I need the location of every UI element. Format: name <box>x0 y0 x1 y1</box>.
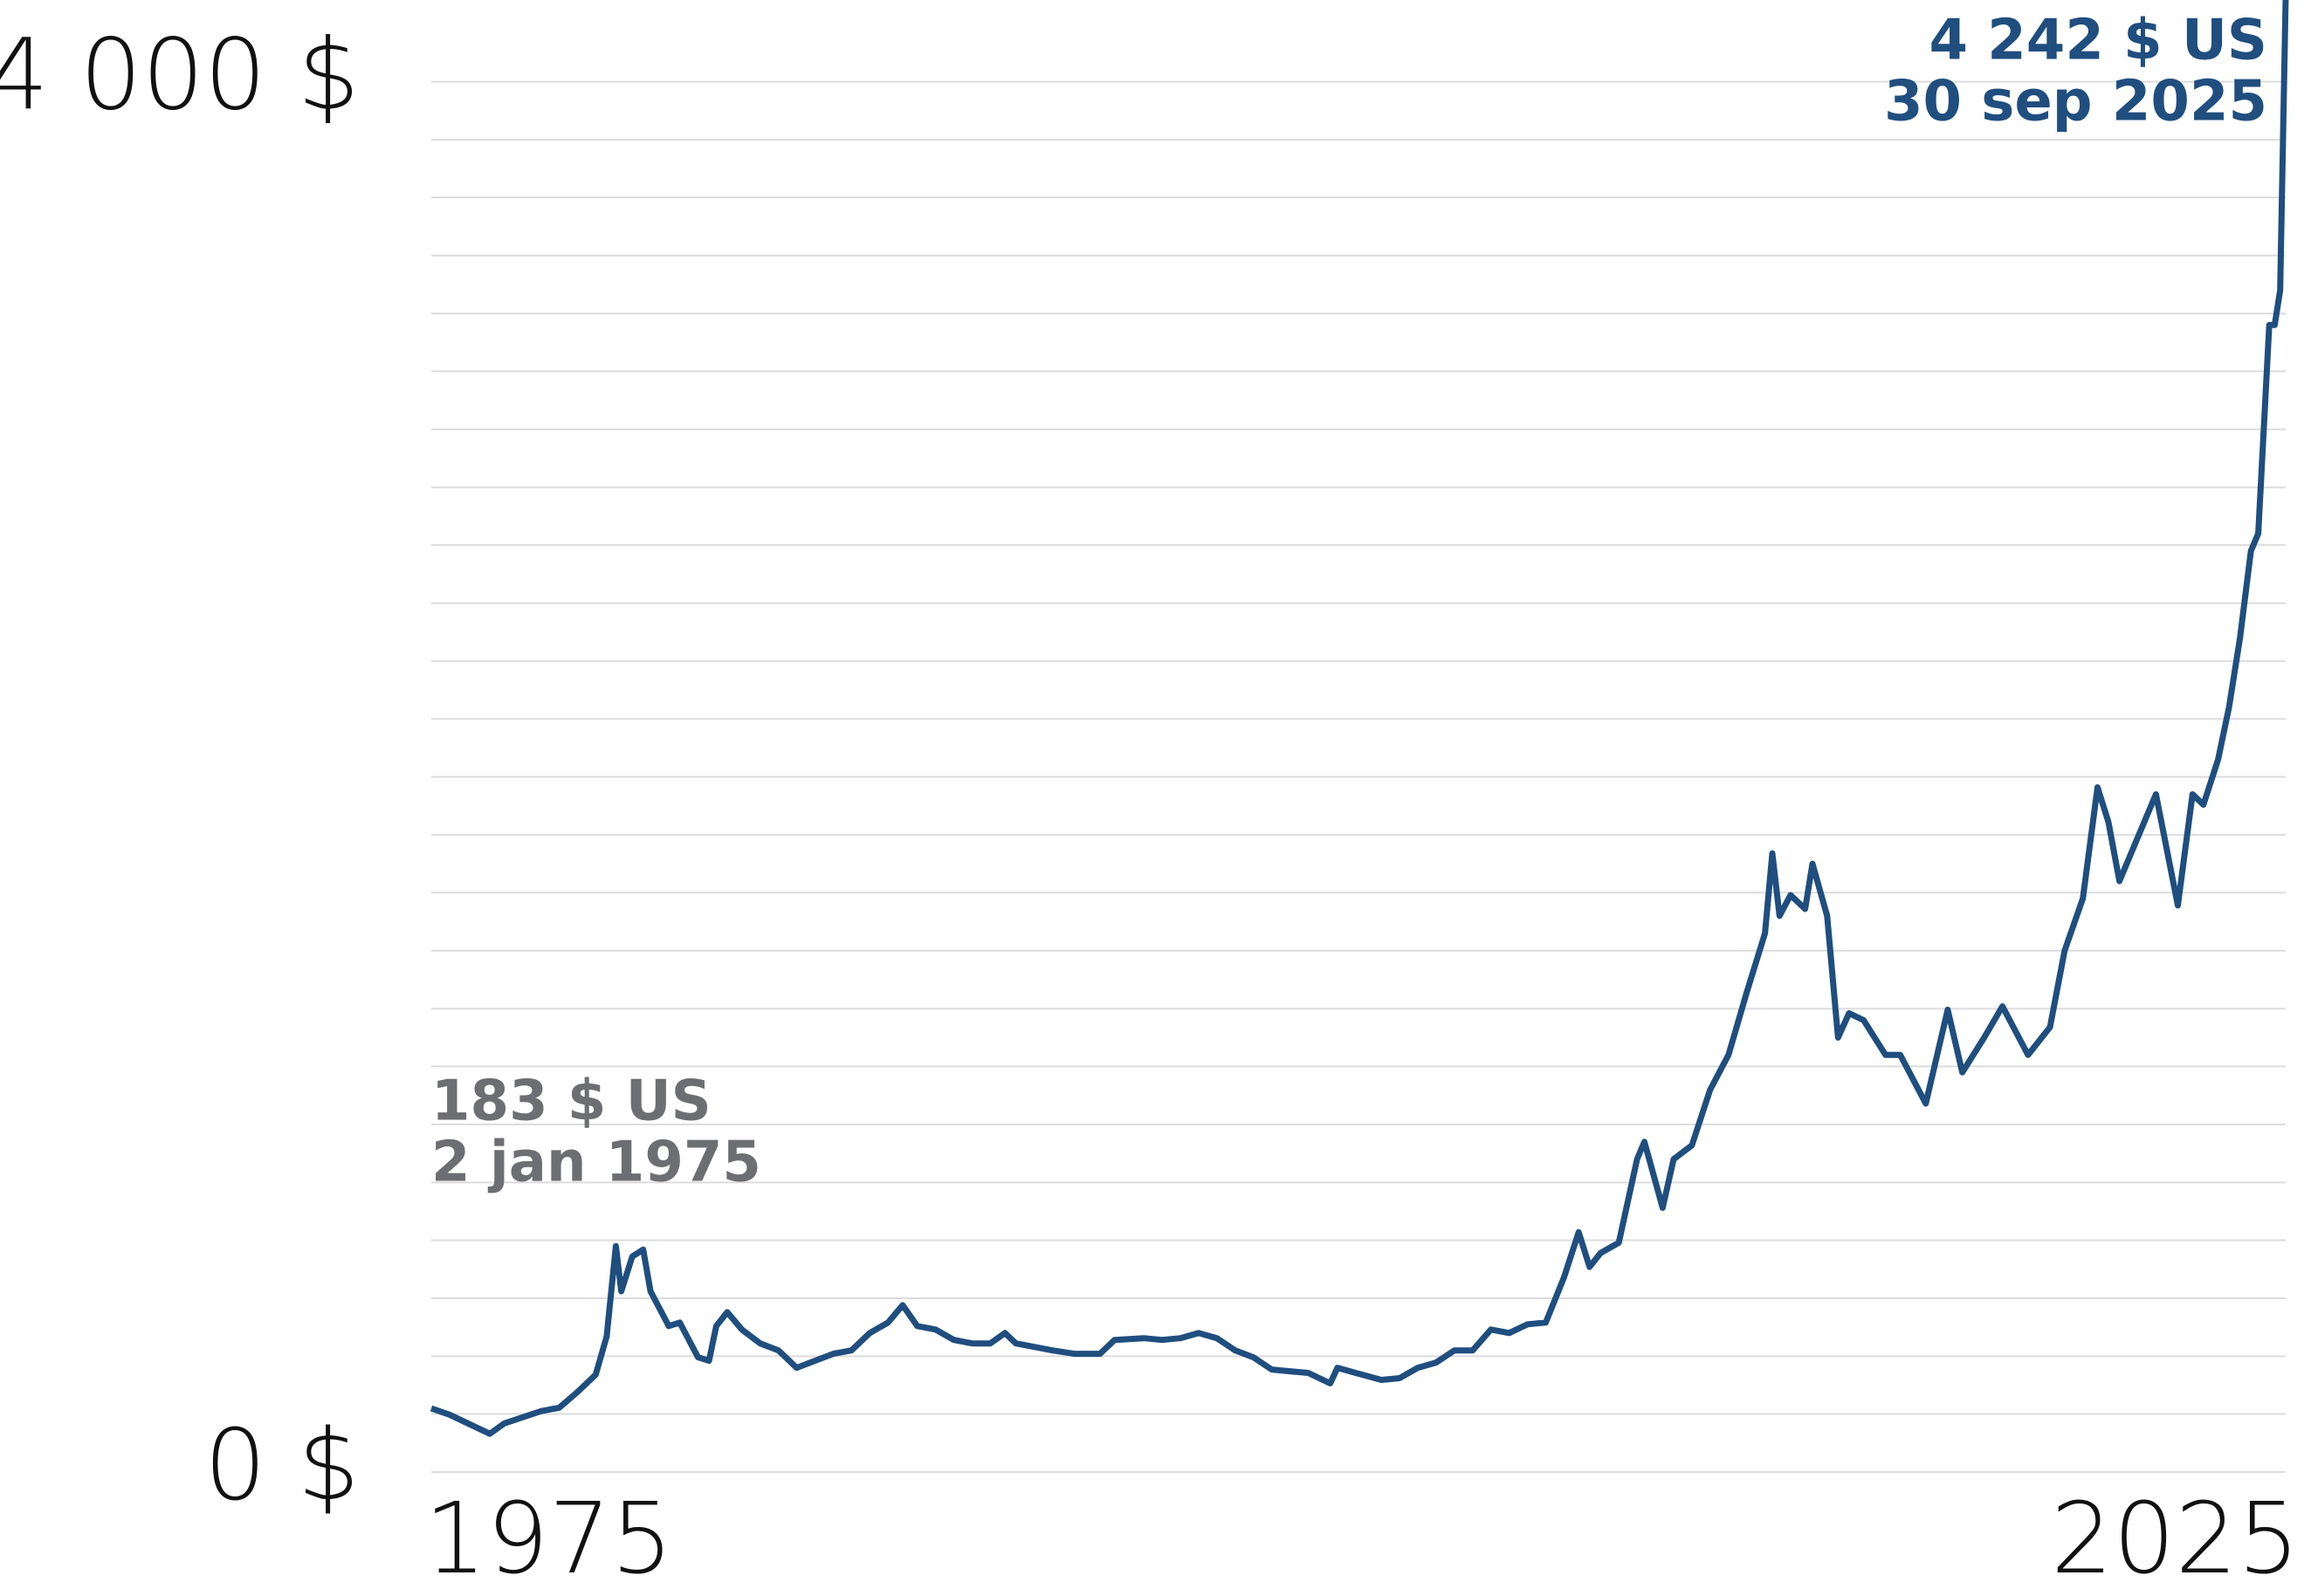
y-tick-label: 4 000 $ <box>0 18 360 132</box>
y-tick-label: 0 $ <box>204 1409 360 1523</box>
annotation: 183 $ US <box>431 1070 712 1134</box>
annotation: 30 sep 2025 <box>1884 70 2267 134</box>
annotation: 4 242 $ US <box>1929 9 2267 73</box>
x-tick-label: 1975 <box>424 1482 673 1596</box>
price-line <box>430 0 2289 1437</box>
x-tick-label: 2025 <box>2051 1482 2300 1596</box>
annotation: 2 jan 1975 <box>431 1131 761 1195</box>
